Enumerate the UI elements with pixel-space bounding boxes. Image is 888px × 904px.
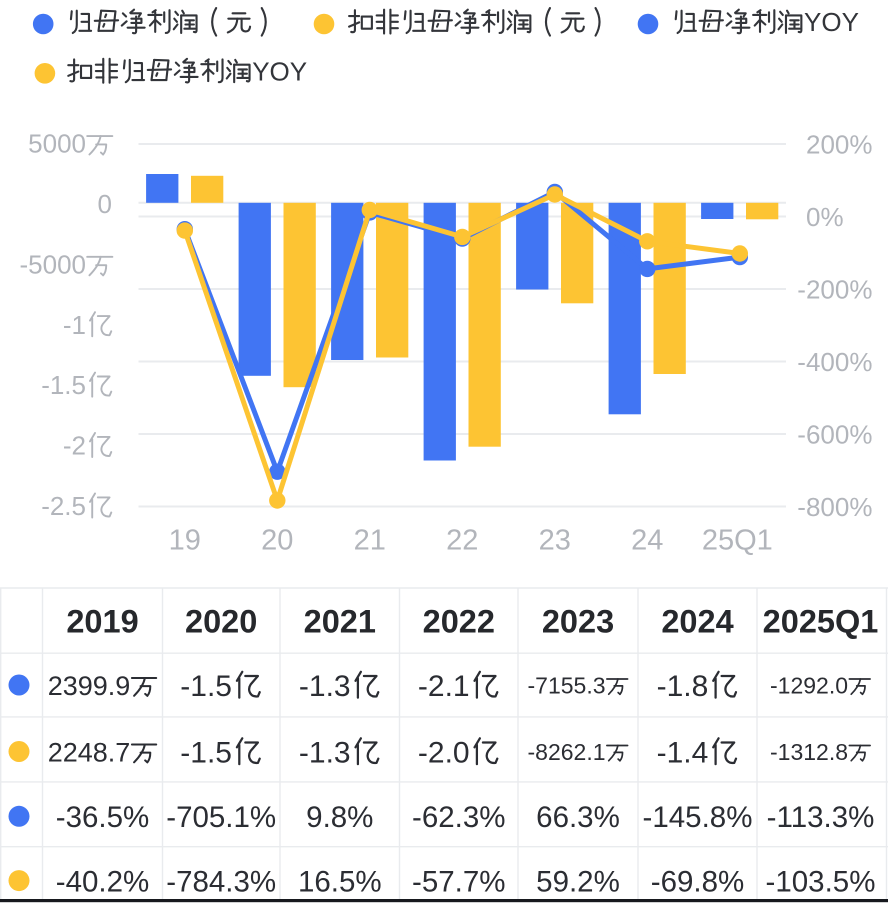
- svg-text:-1.5: -1.5: [180, 736, 232, 769]
- svg-text:-705.1%: -705.1%: [166, 801, 276, 834]
- svg-text:-57.7%: -57.7%: [412, 865, 505, 898]
- svg-text:-145.8%: -145.8%: [643, 801, 753, 834]
- svg-text:-200%: -200%: [797, 274, 872, 304]
- svg-text:2022: 2022: [423, 603, 495, 639]
- svg-text:0: 0: [98, 189, 112, 219]
- svg-text:66.3%: 66.3%: [536, 801, 620, 834]
- svg-text:-800%: -800%: [797, 492, 872, 522]
- svg-text:YOY: YOY: [252, 56, 307, 86]
- svg-text:-1.5: -1.5: [41, 370, 86, 400]
- svg-text:24: 24: [631, 525, 663, 557]
- svg-text:-1.3: -1.3: [299, 670, 351, 703]
- svg-text:-40.2%: -40.2%: [56, 865, 149, 898]
- svg-text:9.8%: 9.8%: [306, 801, 373, 834]
- svg-text:25Q1: 25Q1: [702, 525, 773, 557]
- svg-text:-600%: -600%: [797, 419, 872, 449]
- svg-text:19: 19: [169, 525, 201, 557]
- svg-text:2399.9: 2399.9: [48, 671, 131, 701]
- svg-text:-1312.8: -1312.8: [770, 739, 848, 765]
- svg-text:-8262.1: -8262.1: [528, 739, 606, 765]
- svg-text:-2: -2: [63, 431, 86, 461]
- svg-text:-7155.3: -7155.3: [528, 672, 606, 698]
- svg-text:22: 22: [446, 525, 478, 557]
- svg-text:-1.4: -1.4: [657, 736, 709, 769]
- svg-text:-1: -1: [63, 310, 86, 340]
- svg-text:23: 23: [539, 525, 571, 557]
- svg-text:20: 20: [261, 525, 293, 557]
- svg-text:-69.8%: -69.8%: [651, 865, 744, 898]
- svg-text:-5000: -5000: [20, 249, 87, 279]
- svg-text:59.2%: 59.2%: [536, 865, 620, 898]
- svg-text:21: 21: [354, 525, 386, 557]
- svg-text:2020: 2020: [185, 603, 257, 639]
- svg-text:16.5%: 16.5%: [298, 865, 382, 898]
- svg-text:-103.5%: -103.5%: [766, 865, 876, 898]
- svg-text:2024: 2024: [661, 603, 733, 639]
- svg-text:-1292.0: -1292.0: [770, 672, 848, 698]
- svg-text:200%: 200%: [806, 129, 873, 159]
- svg-text:-36.5%: -36.5%: [56, 801, 149, 834]
- svg-text:-1.8: -1.8: [657, 670, 709, 703]
- svg-text:2021: 2021: [304, 603, 376, 639]
- svg-text:0%: 0%: [806, 202, 844, 232]
- svg-text:2248.7: 2248.7: [48, 737, 131, 767]
- svg-text:2025Q1: 2025Q1: [763, 603, 879, 639]
- svg-text:2019: 2019: [66, 603, 138, 639]
- svg-text:-784.3%: -784.3%: [166, 865, 276, 898]
- svg-text:-2.1: -2.1: [418, 670, 470, 703]
- svg-text:-1.3: -1.3: [299, 736, 351, 769]
- svg-text:-2.5: -2.5: [41, 491, 86, 521]
- svg-text:-113.3%: -113.3%: [767, 801, 875, 834]
- svg-text:2023: 2023: [542, 603, 614, 639]
- svg-text:-2.0: -2.0: [418, 736, 470, 769]
- svg-text:-400%: -400%: [797, 347, 872, 377]
- svg-text:-62.3%: -62.3%: [412, 801, 505, 834]
- svg-text:-1.5: -1.5: [180, 670, 232, 703]
- svg-text:YOY: YOY: [804, 7, 859, 37]
- svg-text:5000: 5000: [28, 129, 86, 159]
